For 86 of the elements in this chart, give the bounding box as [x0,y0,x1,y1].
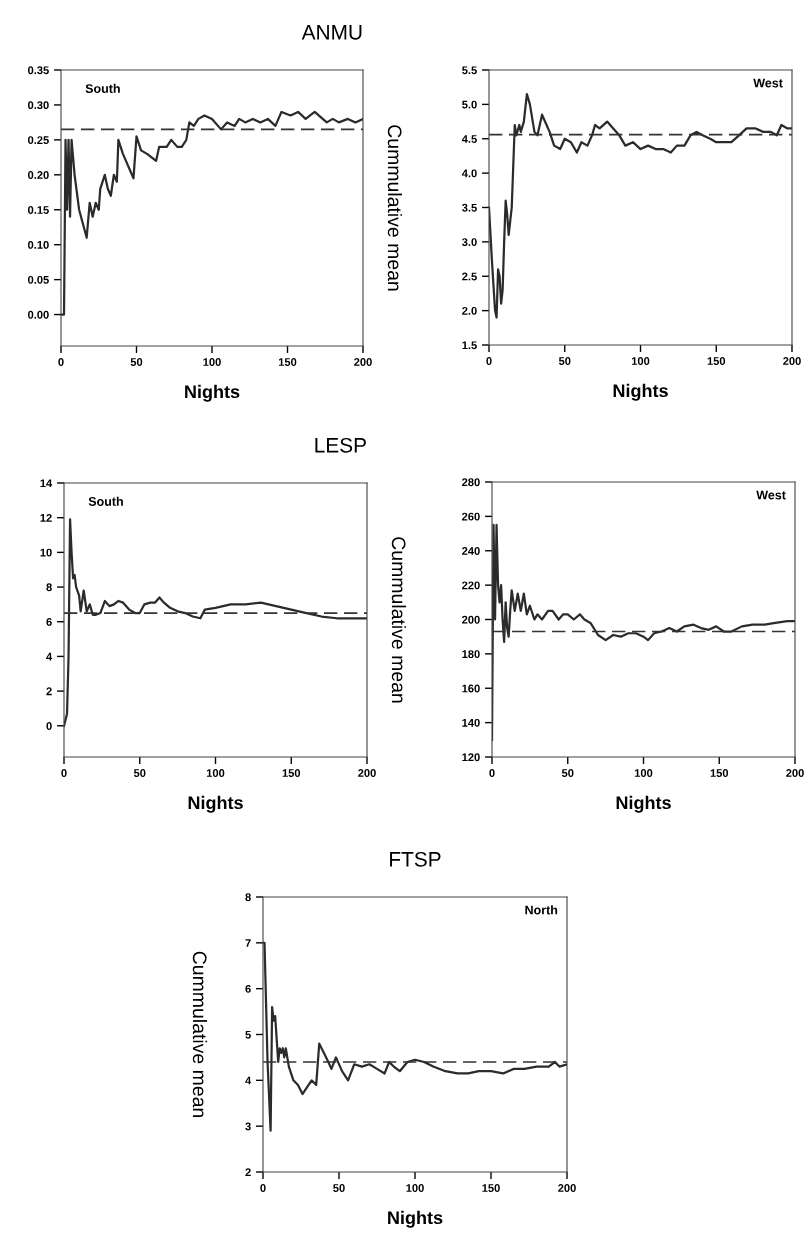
x-axis-title: Nights [188,795,243,813]
annotation: North [525,905,558,915]
y-tick-label: 0.20 [28,171,49,179]
y-tick-label: 180 [462,650,480,659]
y-tick-label: 3.5 [462,203,477,212]
x-tick-label: 150 [282,769,301,777]
y-tick-label: 12 [40,513,52,522]
x-tick-label: 150 [482,1184,500,1192]
y-tick-label: 14 [40,479,53,488]
y-tick-label: 8 [46,583,52,592]
annotation: South [85,83,120,93]
y-tick-label: 5.0 [462,100,477,109]
x-tick-label: 200 [358,769,376,777]
y-tick-label: 6 [245,984,251,993]
y-tick-label: 4.5 [461,135,477,143]
x-tick-label: 200 [783,357,801,365]
y-tick-label: 6 [46,618,52,626]
y-tick-label: 2 [46,687,52,696]
y-tick-label: 120 [462,753,480,762]
chart-title: ANMU [301,25,362,40]
x-tick-label: 100 [634,769,653,777]
y-tick-label: 8 [245,893,251,902]
line-series [263,941,567,1132]
x-tick-label: 100 [203,358,221,366]
x-tick-label: 0 [260,1184,266,1192]
y-tick-label: 0.30 [28,101,49,110]
x-tick-label: 150 [710,769,729,777]
line-series [61,110,363,316]
y-tick-label: 2.5 [462,272,477,281]
y-tick-label: 1.5 [462,341,477,350]
x-tick-label: 150 [278,358,297,366]
chart-title: FTSP [390,851,441,867]
y-tick-label: 0.10 [28,240,49,249]
x-tick-label: 200 [786,769,804,777]
y-tick-label: 5.5 [462,66,477,75]
y-tick-label: 200 [462,615,480,624]
y-tick-label: 10 [40,548,52,557]
x-axis-title: Nights [185,384,240,402]
chart-title: LESP [315,437,366,453]
x-axis-title: Nights [616,795,671,813]
y-tick-label: 260 [462,512,480,521]
y-tick-label: 7 [245,939,251,947]
y-tick-label: 3.0 [462,238,477,247]
y-tick-label: 0.05 [28,275,49,284]
line-series [64,518,367,727]
x-tick-label: 0 [489,769,495,777]
x-axis-title: Nights [388,1210,443,1228]
x-axis-title: Nights [613,383,668,401]
y-tick-label: 0 [46,722,52,730]
y-tick-label: 240 [462,547,480,555]
y-tick-label: 4 [46,652,53,661]
x-tick-label: 0 [486,357,492,365]
y-tick-label: 0.15 [28,206,49,214]
x-tick-label: 50 [133,769,146,777]
y-tick-label: 280 [462,478,480,487]
line-series [489,92,792,319]
x-tick-label: 100 [406,1184,424,1192]
annotation: West [753,78,783,88]
x-tick-label: 100 [631,357,650,365]
y-tick-label: 5 [245,1030,251,1039]
x-tick-label: 0 [61,769,67,777]
y-tick-label: 4.0 [461,169,477,178]
x-tick-label: 100 [206,769,225,777]
y-tick-label: 0.00 [28,310,49,319]
x-tick-label: 50 [333,1184,345,1192]
y-tick-label: 4 [245,1076,252,1085]
x-tick-label: 150 [707,357,726,365]
x-tick-label: 50 [558,357,571,365]
y-axis-title: Cummulative mean [387,125,403,291]
y-tick-label: 220 [462,581,480,590]
y-tick-label: 3 [245,1122,251,1131]
x-tick-label: 50 [130,358,143,366]
y-tick-label: 2 [245,1168,251,1177]
x-tick-label: 0 [58,358,64,366]
x-tick-label: 200 [354,358,372,366]
x-tick-label: 50 [561,769,574,777]
y-tick-label: 140 [462,718,480,727]
annotation: West [756,490,786,500]
y-tick-label: 0.25 [28,136,49,145]
x-tick-label: 200 [558,1184,576,1192]
y-axis-title: Cummulative mean [391,537,407,703]
annotation: South [88,496,123,506]
y-tick-label: 160 [462,684,480,693]
y-tick-label: 0.35 [28,66,49,75]
y-axis-title: Cummulative mean [192,951,208,1117]
y-tick-label: 2.0 [462,306,477,315]
